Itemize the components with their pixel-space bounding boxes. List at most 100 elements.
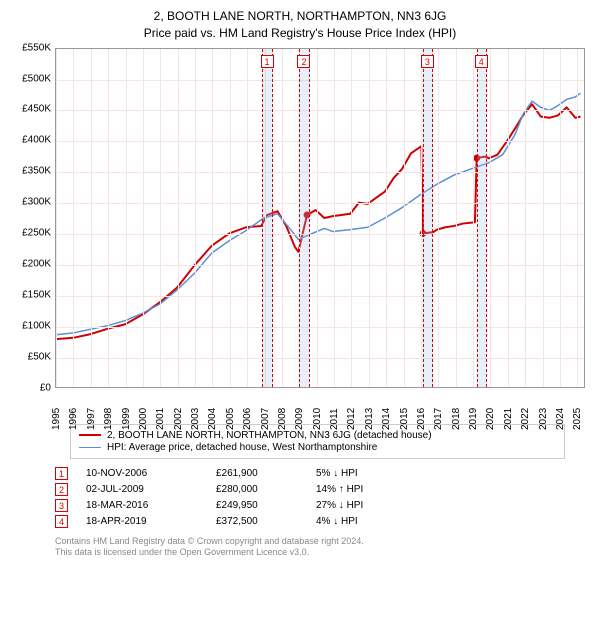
x-tick-label: 2023 <box>538 407 549 429</box>
sale-row: 202-JUL-2009£280,00014% ↑ HPI <box>55 483 565 496</box>
gridline-v <box>560 49 561 387</box>
sale-date: 10-NOV-2006 <box>86 468 216 479</box>
gridline-v <box>91 49 92 387</box>
y-tick-label: £550K <box>22 42 51 53</box>
gridline-v <box>525 49 526 387</box>
sale-date: 18-APR-2019 <box>86 516 216 527</box>
legend-row: 2, BOOTH LANE NORTH, NORTHAMPTON, NN3 6J… <box>79 430 556 441</box>
gridline-v <box>178 49 179 387</box>
x-tick-label: 2019 <box>468 407 479 429</box>
x-axis: 1995199619971998199920002001200220032004… <box>55 390 585 418</box>
title-block: 2, BOOTH LANE NORTH, NORTHAMPTON, NN3 6J… <box>10 8 590 42</box>
gridline-v <box>473 49 474 387</box>
sale-price: £249,950 <box>216 500 316 511</box>
gridline-v <box>108 49 109 387</box>
y-tick-label: £450K <box>22 104 51 115</box>
x-tick-label: 2016 <box>416 407 427 429</box>
gridline-v <box>351 49 352 387</box>
sales-table: 110-NOV-2006£261,9005% ↓ HPI 202-JUL-2009… <box>55 467 565 528</box>
gridline-v <box>56 49 57 387</box>
gridline-v <box>490 49 491 387</box>
gridline-h <box>56 327 584 328</box>
gridline-h <box>56 265 584 266</box>
gridline-v <box>369 49 370 387</box>
x-tick-label: 2000 <box>138 407 149 429</box>
sale-band <box>299 49 309 387</box>
y-axis: £0£50K£100K£150K£200K£250K£300K£350K£400… <box>10 48 55 388</box>
footer-line1: Contains HM Land Registry data © Crown c… <box>55 536 565 548</box>
x-tick-label: 2006 <box>242 407 253 429</box>
sale-marker-3: 3 <box>421 55 434 68</box>
x-tick-label: 1995 <box>51 407 62 429</box>
gridline-h <box>56 203 584 204</box>
y-tick-label: £250K <box>22 228 51 239</box>
sale-row: 318-MAR-2016£249,95027% ↓ HPI <box>55 499 565 512</box>
y-tick-label: £200K <box>22 258 51 269</box>
x-tick-label: 1998 <box>103 407 114 429</box>
y-tick-label: £150K <box>22 289 51 300</box>
x-tick-label: 2010 <box>312 407 323 429</box>
x-tick-label: 2025 <box>572 407 583 429</box>
title-address: 2, BOOTH LANE NORTH, NORTHAMPTON, NN3 6J… <box>10 8 590 25</box>
sale-band <box>423 49 433 387</box>
y-tick-label: £0 <box>40 382 51 393</box>
legend-swatch <box>79 447 101 448</box>
sale-band <box>477 49 487 387</box>
x-tick-label: 2004 <box>207 407 218 429</box>
gridline-v <box>73 49 74 387</box>
x-tick-label: 2009 <box>294 407 305 429</box>
series-hpi <box>56 93 581 335</box>
gridline-h <box>56 358 584 359</box>
legend-label: HPI: Average price, detached house, West… <box>107 442 377 453</box>
y-tick-label: £100K <box>22 320 51 331</box>
gridline-v <box>160 49 161 387</box>
sale-diff: 4% ↓ HPI <box>316 516 426 527</box>
footer-line2: This data is licensed under the Open Gov… <box>55 547 565 559</box>
gridline-v <box>438 49 439 387</box>
sale-row-marker: 2 <box>55 483 68 496</box>
x-tick-label: 2005 <box>225 407 236 429</box>
page-container: 2, BOOTH LANE NORTH, NORTHAMPTON, NN3 6J… <box>0 0 600 567</box>
gridline-v <box>230 49 231 387</box>
x-tick-label: 2018 <box>451 407 462 429</box>
sale-price: £280,000 <box>216 484 316 495</box>
chart-lines <box>56 49 584 387</box>
gridline-v <box>247 49 248 387</box>
gridline-h <box>56 80 584 81</box>
gridline-v <box>404 49 405 387</box>
chart-area: £0£50K£100K£150K£200K£250K£300K£350K£400… <box>10 48 590 418</box>
sale-band <box>262 49 273 387</box>
gridline-v <box>126 49 127 387</box>
x-tick-label: 2008 <box>277 407 288 429</box>
gridline-h <box>56 234 584 235</box>
sale-date: 18-MAR-2016 <box>86 500 216 511</box>
legend-swatch <box>79 434 101 436</box>
gridline-v <box>508 49 509 387</box>
gridline-v <box>195 49 196 387</box>
y-tick-label: £400K <box>22 135 51 146</box>
x-tick-label: 2012 <box>346 407 357 429</box>
gridline-v <box>143 49 144 387</box>
sale-row: 110-NOV-2006£261,9005% ↓ HPI <box>55 467 565 480</box>
sale-diff: 14% ↑ HPI <box>316 484 426 495</box>
gridline-v <box>577 49 578 387</box>
x-tick-label: 2024 <box>555 407 566 429</box>
gridline-h <box>56 141 584 142</box>
legend-row: HPI: Average price, detached house, West… <box>79 442 556 453</box>
gridline-v <box>386 49 387 387</box>
gridline-h <box>56 110 584 111</box>
gridline-v <box>456 49 457 387</box>
gridline-v <box>282 49 283 387</box>
x-tick-label: 1996 <box>68 407 79 429</box>
x-tick-label: 2002 <box>173 407 184 429</box>
sale-marker-4: 4 <box>475 55 488 68</box>
gridline-v <box>212 49 213 387</box>
plot-area: 1234 <box>55 48 585 388</box>
y-tick-label: £300K <box>22 197 51 208</box>
x-tick-label: 1997 <box>86 407 97 429</box>
x-tick-label: 2014 <box>381 407 392 429</box>
x-tick-label: 2022 <box>520 407 531 429</box>
sale-row-marker: 3 <box>55 499 68 512</box>
legend-label: 2, BOOTH LANE NORTH, NORTHAMPTON, NN3 6J… <box>107 430 432 441</box>
sale-diff: 5% ↓ HPI <box>316 468 426 479</box>
